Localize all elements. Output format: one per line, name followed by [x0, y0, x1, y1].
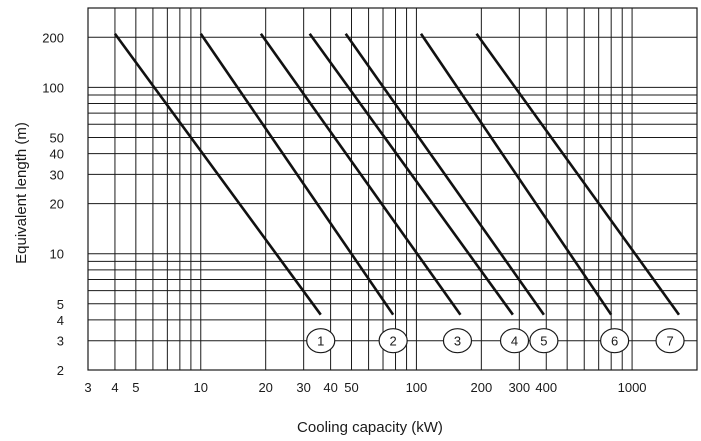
- y-tick-label: 20: [50, 197, 64, 212]
- y-tick-label: 30: [50, 167, 64, 182]
- x-tick-label: 100: [406, 380, 428, 395]
- x-tick-label: 400: [535, 380, 557, 395]
- series-line: [113, 33, 322, 316]
- series-marker-label: 5: [540, 334, 547, 349]
- y-axis-label: Equivalent length (m): [13, 122, 30, 264]
- series-lines: [113, 33, 681, 316]
- series-marker-circle: [655, 328, 685, 354]
- series-markers: 1 2 3 4 5 6 7: [306, 328, 685, 354]
- grid: [88, 8, 697, 370]
- y-tick-label: 100: [42, 80, 64, 95]
- plot-frame: [87, 7, 698, 371]
- x-axis-ticks: 3 4 5 10 20 30 40 50 100 200 300 400 1000: [84, 380, 646, 395]
- x-tick-label: 5: [132, 380, 139, 395]
- x-axis-label: Cooling capacity (kW): [297, 419, 443, 436]
- series-marker-label: 2: [390, 334, 397, 349]
- y-tick-label: 4: [57, 313, 64, 328]
- series-marker-circle: [378, 328, 408, 354]
- series-marker-circle: [306, 328, 336, 354]
- x-tick-label: 30: [296, 380, 310, 395]
- y-tick-label: 5: [57, 297, 64, 312]
- x-tick-label: 200: [470, 380, 492, 395]
- series-line: [199, 33, 395, 316]
- y-tick-label: 200: [42, 30, 64, 45]
- x-tick-label: 300: [508, 380, 530, 395]
- x-tick-label: 50: [344, 380, 358, 395]
- series-line: [419, 33, 613, 316]
- x-tick-label: 3: [84, 380, 91, 395]
- series-marker-label: 7: [666, 334, 673, 349]
- series-marker-circle: [529, 328, 559, 354]
- series-marker-label: 6: [611, 334, 618, 349]
- x-tick-label: 40: [323, 380, 337, 395]
- x-tick-label: 20: [258, 380, 272, 395]
- x-tick-label: 4: [111, 380, 118, 395]
- series-line: [308, 33, 514, 316]
- y-axis-ticks: 2 3 45 10 20 30 40 50 100 200: [42, 30, 64, 378]
- series-line: [344, 33, 545, 316]
- series-marker-circle: [600, 328, 630, 354]
- series-marker-circle: [442, 328, 473, 354]
- y-tick-label: 40: [50, 147, 64, 162]
- series-marker-label: 3: [454, 334, 461, 349]
- series-marker-circle: [499, 328, 530, 354]
- y-tick-label: 10: [50, 247, 64, 262]
- y-tick-label: 3: [57, 334, 64, 349]
- y-tick-label: 2: [57, 363, 64, 378]
- y-tick-label: 50: [50, 130, 64, 145]
- series-marker-label: 1: [317, 334, 324, 349]
- series-line: [259, 33, 462, 316]
- x-tick-label: 10: [194, 380, 208, 395]
- series-marker-label: 4: [511, 334, 518, 349]
- series-line: [475, 33, 681, 316]
- x-tick-label: 1000: [618, 380, 647, 395]
